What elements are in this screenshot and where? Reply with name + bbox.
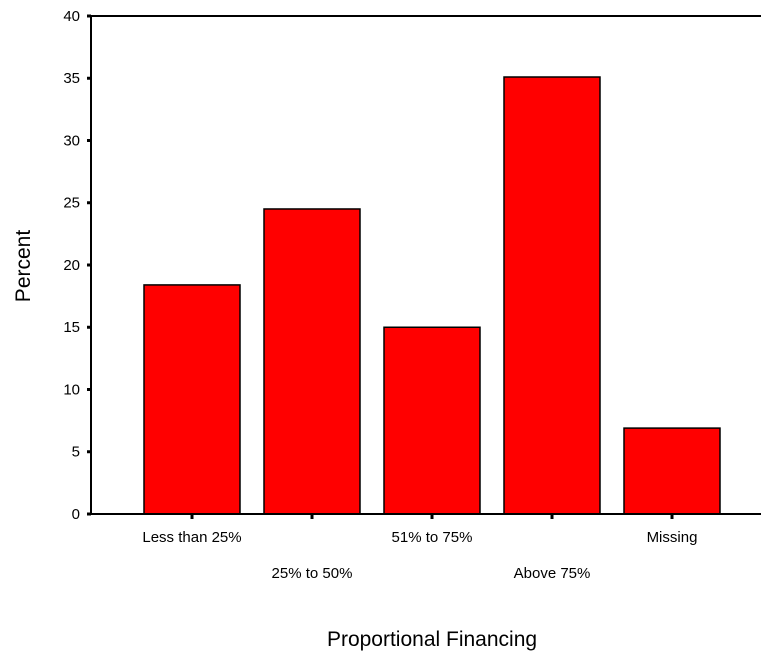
y-tick-label-4: 20 xyxy=(63,257,80,274)
y-tick-label-0: 0 xyxy=(72,506,80,523)
bar-3 xyxy=(503,76,601,515)
y-tick-label-5: 25 xyxy=(63,195,80,212)
bar-2 xyxy=(383,326,481,515)
y-tick-label-7: 35 xyxy=(63,70,80,87)
x-tick-label-3: Above 75% xyxy=(514,565,591,582)
y-axis-title: Percent xyxy=(12,230,35,303)
x-tick-label-2: 51% to 75% xyxy=(392,529,473,546)
y-tick-label-8: 40 xyxy=(63,8,80,25)
x-tick-label-4: Missing xyxy=(647,529,698,546)
x-tick-label-0: Less than 25% xyxy=(142,529,241,546)
y-tick-label-2: 10 xyxy=(63,381,80,398)
y-ticks-group: 0 5 10 15 20 25 30 35 40 xyxy=(63,8,91,523)
x-axis-title: Proportional Financing xyxy=(327,628,537,651)
y-tick-label-6: 30 xyxy=(63,132,80,149)
bar-1 xyxy=(263,208,361,515)
y-tick-label-3: 15 xyxy=(63,319,80,336)
y-tick-label-1: 5 xyxy=(72,444,80,461)
bar-0 xyxy=(143,284,241,515)
bar-4 xyxy=(623,427,721,515)
x-ticks-group: Less than 25% 25% to 50% 51% to 75% Above 7… xyxy=(142,514,697,582)
x-tick-label-1: 25% to 50% xyxy=(272,565,353,582)
bars-group xyxy=(143,76,721,515)
